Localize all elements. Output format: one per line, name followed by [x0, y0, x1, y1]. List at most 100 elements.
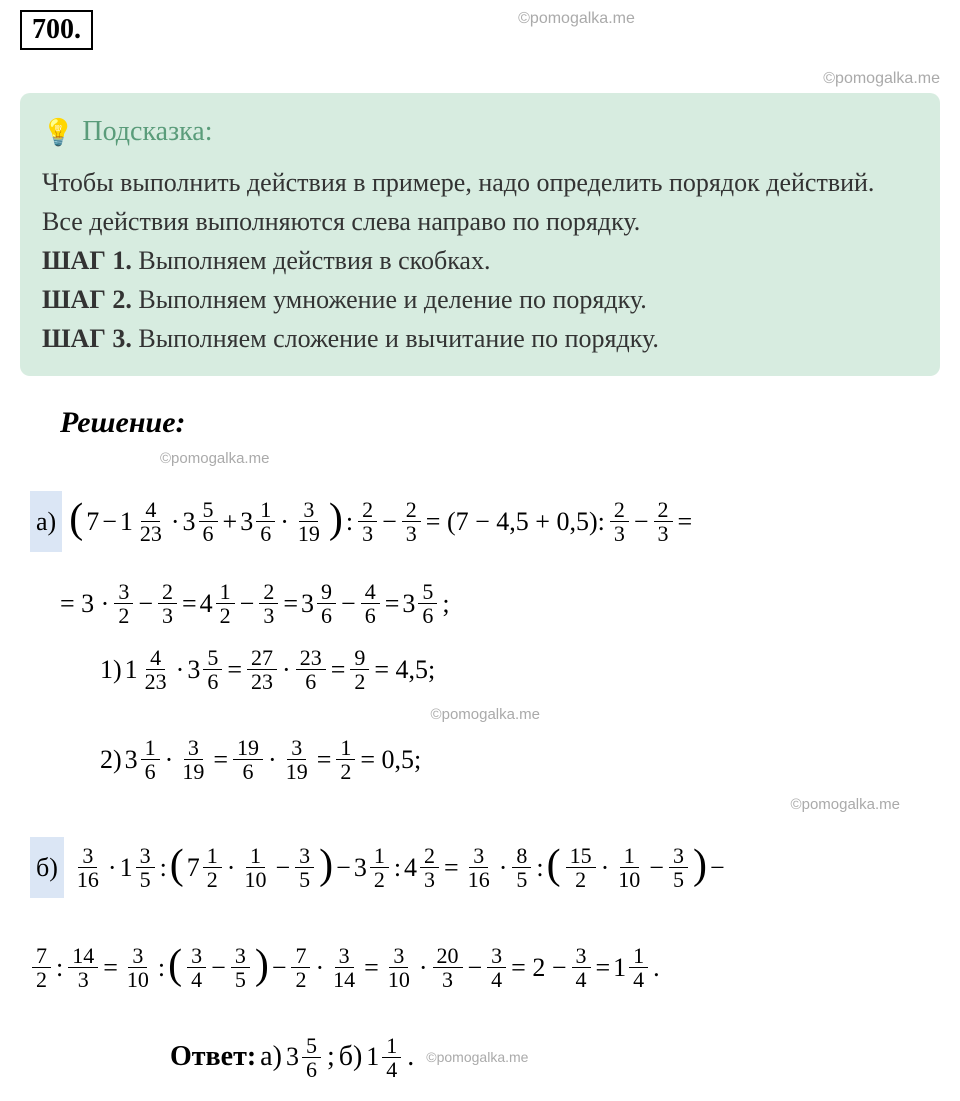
- n: 20: [433, 944, 463, 968]
- frac: 16: [141, 736, 160, 783]
- n: 23: [296, 646, 326, 670]
- frac: 319: [282, 736, 312, 783]
- d: 6: [256, 522, 275, 545]
- frac: 72: [291, 944, 310, 991]
- frac: 32: [114, 580, 133, 627]
- w: 1: [120, 839, 133, 896]
- n: 1: [629, 944, 648, 968]
- mixed: 114: [613, 939, 650, 996]
- d: 23: [136, 522, 166, 545]
- txt: −: [275, 839, 290, 896]
- w: 3: [286, 1042, 299, 1072]
- frac: 316: [464, 844, 494, 891]
- part-a-sub1: 1) 1423 · 356 = 2723 · 236 = 92 = 4,5;: [100, 641, 940, 698]
- frac: 152: [566, 844, 596, 891]
- n: 9: [350, 646, 369, 670]
- txt: −: [710, 839, 725, 896]
- d: 3: [438, 968, 457, 991]
- d: 4: [187, 968, 206, 991]
- d: 2: [216, 604, 235, 627]
- txt: ;: [442, 575, 449, 632]
- txt: =: [364, 939, 379, 996]
- n: 3: [487, 944, 506, 968]
- frac: 196: [233, 736, 263, 783]
- part-b-line2: 72 : 143 = 310 : ( 34 − 35 ) − 72 · 314 …: [30, 921, 940, 1013]
- d: 5: [231, 968, 250, 991]
- frac: 85: [512, 844, 531, 891]
- frac: 34: [187, 944, 206, 991]
- frac: 143: [68, 944, 98, 991]
- txt: 2): [100, 731, 122, 788]
- n: 1: [370, 844, 389, 868]
- n: 2: [402, 498, 421, 522]
- lparen: (: [547, 819, 561, 911]
- n: 8: [512, 844, 531, 868]
- n: 5: [302, 1034, 321, 1058]
- mixed: 1423: [125, 641, 173, 698]
- n: 1: [246, 844, 265, 868]
- n: 3: [114, 580, 133, 604]
- n: 2: [358, 498, 377, 522]
- txt: = 0,5;: [360, 731, 421, 788]
- txt: = 3 ·: [60, 575, 109, 632]
- hint-step-2-text: Выполняем умножение и деление по порядку…: [138, 285, 646, 314]
- d: 19: [294, 522, 324, 545]
- n: 2: [259, 580, 278, 604]
- w: 3: [402, 575, 415, 632]
- w: 7: [187, 839, 200, 896]
- d: 2: [114, 604, 133, 627]
- txt: =: [103, 939, 118, 996]
- txt: −: [138, 575, 153, 632]
- frac: 35: [295, 844, 314, 891]
- mixed: 356: [402, 575, 439, 632]
- n: 9: [317, 580, 336, 604]
- d: 3: [654, 522, 673, 545]
- n: 5: [199, 498, 218, 522]
- txt: −: [649, 839, 664, 896]
- d: 14: [329, 968, 359, 991]
- frac: 23: [358, 498, 377, 545]
- part-b-line1: б) 316 · 135 : ( 712 · 110 − 35 ) − 312 …: [30, 821, 940, 913]
- mixed: 312: [354, 839, 391, 896]
- mixed: 316: [125, 731, 162, 788]
- txt: ·: [165, 731, 174, 788]
- part-a-line2: = 3 · 32 − 23 = 412 − 23 = 396 − 46 = 35…: [60, 575, 940, 632]
- frac: 310: [384, 944, 414, 991]
- w: 1: [125, 641, 138, 698]
- part-a-sub2: 2) 316 · 319 = 196 · 319 = 12 = 0,5;: [100, 731, 940, 788]
- n: 1: [203, 844, 222, 868]
- txt: −: [211, 939, 226, 996]
- mixed: 356: [187, 641, 224, 698]
- hint-title-row: 💡 Подсказка:: [42, 111, 918, 153]
- mixed: 423: [404, 839, 441, 896]
- frac: 35: [136, 844, 155, 891]
- txt: ·: [108, 839, 117, 896]
- frac: 56: [418, 580, 437, 627]
- part-a-line1: а) ( 7 − 1423 · 356 + 316 · 319 ) : 23 −…: [30, 475, 940, 567]
- n: 3: [335, 944, 354, 968]
- d: 3: [74, 968, 93, 991]
- problem-number: 700.: [20, 10, 93, 50]
- d: 19: [178, 760, 208, 783]
- d: 10: [614, 868, 644, 891]
- n: 4: [141, 498, 160, 522]
- d: 2: [370, 868, 389, 891]
- txt: =: [227, 641, 242, 698]
- d: 23: [141, 670, 171, 693]
- txt: =: [596, 939, 611, 996]
- d: 3: [158, 604, 177, 627]
- txt: +: [223, 493, 238, 550]
- frac: 14: [382, 1034, 401, 1081]
- answer-a-val: 356: [286, 1034, 323, 1081]
- n: 3: [231, 944, 250, 968]
- d: 3: [420, 868, 439, 891]
- frac: 110: [614, 844, 644, 891]
- answer-label: Ответ:: [170, 1041, 256, 1073]
- mixed: 1423: [120, 493, 168, 550]
- d: 19: [282, 760, 312, 783]
- txt: =: [331, 641, 346, 698]
- w: 4: [200, 575, 213, 632]
- frac: 35: [669, 844, 688, 891]
- n: 1: [336, 736, 355, 760]
- hint-step-3: ШАГ 3. Выполняем сложение и вычитание по…: [42, 319, 918, 358]
